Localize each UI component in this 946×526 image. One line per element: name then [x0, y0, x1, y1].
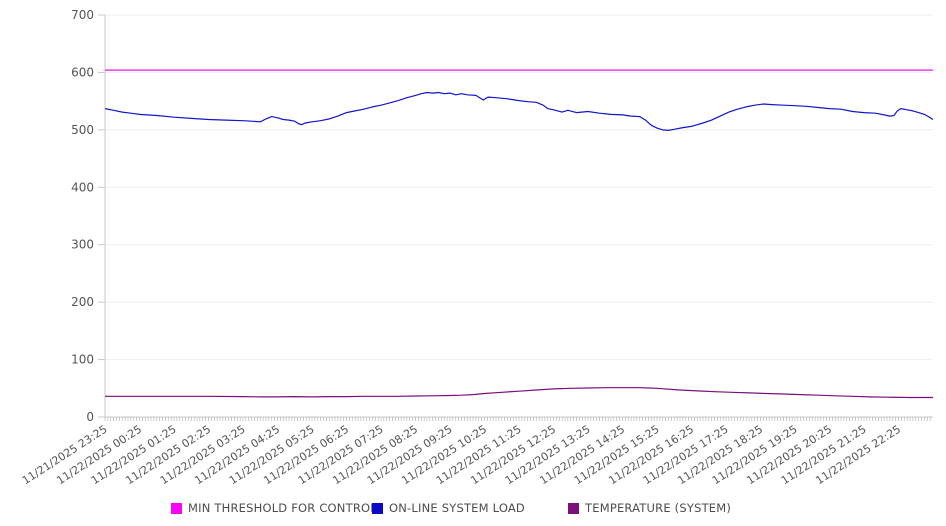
- y-axis-label: 500: [71, 123, 94, 137]
- legend-label: ON-LINE SYSTEM LOAD: [389, 501, 525, 515]
- series-line-temperature-system-: [105, 387, 933, 399]
- legend-swatch-magenta-icon: [171, 502, 182, 514]
- legend-swatch-blue-icon: [372, 502, 383, 514]
- series-line-on-line-system-load: [104, 91, 934, 131]
- y-axis-label: 300: [71, 238, 94, 252]
- y-axis-label: 600: [71, 65, 94, 79]
- legend-item-on-line-system-load[interactable]: ON-LINE SYSTEM LOAD: [372, 501, 525, 515]
- y-axis-label: 100: [71, 353, 94, 367]
- y-axis-label: 400: [71, 180, 94, 194]
- y-axis-label: 700: [71, 8, 94, 22]
- legend-label: MIN THRESHOLD FOR CONTROL: [188, 501, 377, 515]
- y-axis-label: 200: [71, 295, 94, 309]
- legend-item-min-threshold-for-control[interactable]: MIN THRESHOLD FOR CONTROL: [171, 501, 377, 515]
- legend-item-temperature-system[interactable]: TEMPERATURE (SYSTEM): [568, 501, 732, 515]
- y-axis-label: 0: [86, 410, 94, 424]
- legend-label: TEMPERATURE (SYSTEM): [585, 501, 732, 515]
- legend-swatch-purple-icon: [568, 502, 579, 514]
